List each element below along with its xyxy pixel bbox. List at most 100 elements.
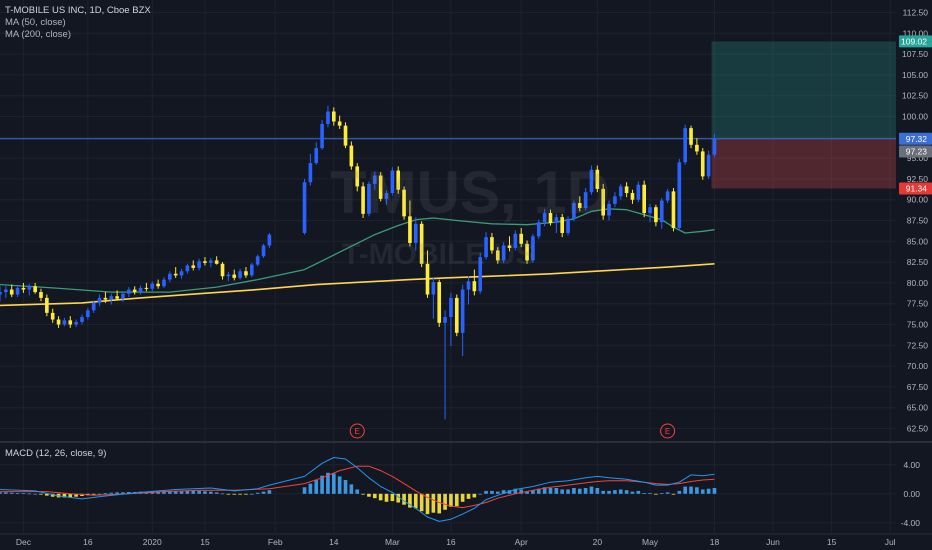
candle xyxy=(261,243,266,258)
candle-body xyxy=(589,169,594,193)
macd-histogram-bar xyxy=(408,493,412,508)
macd-histogram-bar xyxy=(0,492,2,494)
price-tick-label: 82.50 xyxy=(907,257,929,267)
time-axis[interactable]: Dec 16 2020 15 Feb 14 Mar 16 Apr 20 May 18 Jun 15 Jul xyxy=(0,533,932,547)
macd-histogram-bar xyxy=(583,488,588,494)
macd-histogram-bar xyxy=(302,487,307,494)
symbol-title[interactable]: T-MOBILE US INC, 1D, Cboe BZX xyxy=(5,5,151,16)
candle xyxy=(531,233,535,263)
candle-body xyxy=(308,163,313,183)
macd-histogram-bar xyxy=(560,489,565,494)
candle xyxy=(695,138,699,155)
macd-histogram-bar xyxy=(478,493,483,495)
candle xyxy=(472,269,477,296)
candle-body xyxy=(302,182,307,233)
candle-body xyxy=(21,287,26,290)
macd-histogram-bar xyxy=(507,490,512,494)
candle xyxy=(168,271,172,283)
candle xyxy=(80,314,84,325)
candle-body xyxy=(536,222,541,237)
macd-histogram-bar xyxy=(214,492,219,494)
candle xyxy=(62,317,67,327)
macd-histogram-bar xyxy=(21,493,26,494)
time-tick-label: Feb xyxy=(268,537,283,547)
candle-body xyxy=(331,111,336,122)
long-position-tool[interactable] xyxy=(711,41,896,189)
time-tick-label: Jul xyxy=(885,537,896,547)
earnings-marker[interactable]: E xyxy=(349,423,365,439)
candle-body xyxy=(320,123,324,149)
time-tick-label: May xyxy=(642,537,659,547)
candle xyxy=(683,124,687,165)
candle-body xyxy=(203,261,207,263)
candle xyxy=(419,221,424,268)
candle-body xyxy=(402,189,406,217)
candle xyxy=(138,285,143,295)
candle-body xyxy=(185,265,190,272)
ma50-legend[interactable]: MA (50, close) xyxy=(5,17,66,28)
macd-tick-label: 0.00 xyxy=(903,489,920,499)
candle-body xyxy=(695,144,699,152)
macd-histogram-bar xyxy=(62,493,67,498)
candle-body xyxy=(572,203,576,219)
candle xyxy=(607,200,611,221)
candle xyxy=(677,158,682,231)
candle xyxy=(91,300,96,313)
candle-body xyxy=(156,283,160,287)
candle-body xyxy=(443,317,447,323)
candle-body xyxy=(168,273,172,280)
candle-body xyxy=(384,193,389,199)
price-axis[interactable]: 62.50 65.00 67.50 70.00 72.50 75.00 77.50 80.00… xyxy=(902,7,928,433)
candle xyxy=(9,284,14,298)
macd-histogram-bar xyxy=(343,480,348,494)
candle xyxy=(238,268,242,280)
moving-average-lines xyxy=(0,208,715,307)
price-badge-label: 109.02 xyxy=(901,36,927,46)
macd-histogram-bar xyxy=(525,491,529,494)
candle-body xyxy=(314,148,319,164)
candle-body xyxy=(238,271,242,278)
macd-histogram-bar xyxy=(648,493,652,494)
candle xyxy=(308,153,313,186)
earnings-marker[interactable]: E xyxy=(660,423,676,439)
candle xyxy=(542,208,547,227)
candle-body xyxy=(460,289,465,333)
candle-body xyxy=(267,234,272,246)
candle-body xyxy=(150,283,155,289)
candle xyxy=(601,183,606,220)
candle-body xyxy=(138,287,143,293)
macd-histogram-bar xyxy=(209,491,213,494)
macd-histogram-bar xyxy=(531,490,535,494)
candle-body xyxy=(9,289,14,295)
candle-body xyxy=(86,310,90,318)
candle xyxy=(97,294,102,307)
macd-histogram-bar xyxy=(589,486,594,494)
price-tick-label: 85.00 xyxy=(907,236,929,246)
price-badge-label: 97.23 xyxy=(906,147,928,157)
candle-body xyxy=(80,317,84,323)
macd-histogram-bar xyxy=(700,489,705,494)
time-tick-label: 18 xyxy=(710,537,720,547)
macd-axis[interactable]: -4.00 0.00 4.00 xyxy=(901,460,921,528)
candle-body xyxy=(618,186,623,197)
macd-legend[interactable]: MACD (12, 26, close, 9) xyxy=(5,448,107,459)
price-badge-bg xyxy=(899,35,932,48)
ma200-legend[interactable]: MA (200, close) xyxy=(5,29,71,40)
macd-histogram-bar xyxy=(472,493,477,498)
candle xyxy=(0,286,2,302)
candle xyxy=(337,115,342,129)
macd-histogram-bar xyxy=(308,483,313,494)
candle xyxy=(109,293,114,305)
earnings-circle xyxy=(349,423,365,439)
macd-histogram-bar xyxy=(361,493,365,495)
macd-histogram-bar xyxy=(33,493,37,495)
macd-histogram-bar xyxy=(326,472,330,494)
candle-body xyxy=(431,282,436,295)
candle-body xyxy=(700,151,705,177)
candle xyxy=(437,279,442,328)
time-tick-label: Apr xyxy=(515,537,528,547)
macd-histogram-bar xyxy=(349,484,354,494)
candle-body xyxy=(601,188,606,216)
